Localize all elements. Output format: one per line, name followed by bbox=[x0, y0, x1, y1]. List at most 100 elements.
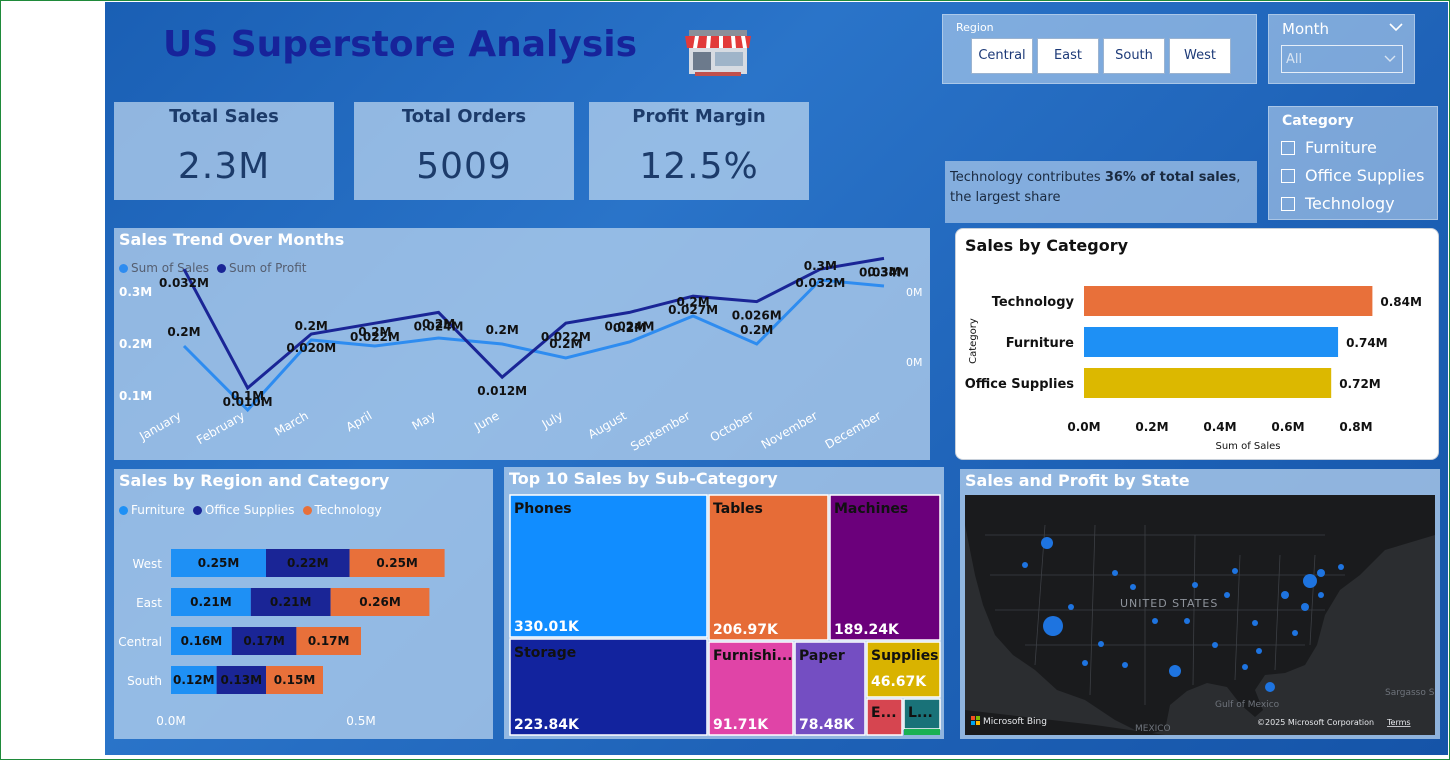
dashboard-canvas: US Superstore Analysis Total Sales 2.3M … bbox=[105, 2, 1448, 755]
legend-item-office-supplies: Office Supplies bbox=[192, 503, 295, 517]
region-segment bbox=[171, 588, 251, 616]
region-segment bbox=[250, 588, 331, 616]
state-bubbles bbox=[1022, 537, 1344, 692]
category-option-office-supplies[interactable]: Office Supplies bbox=[1281, 166, 1424, 185]
category-slicer: Category Furniture Office Supplies Techn… bbox=[1268, 106, 1438, 220]
kpi-card-total-sales: Total Sales 2.3M bbox=[114, 102, 334, 200]
treemap-tile-value: 223.84K bbox=[514, 717, 580, 733]
region-slicer: Region Central East South West bbox=[942, 14, 1257, 84]
month-dropdown[interactable]: All bbox=[1281, 45, 1403, 73]
x-tick-label: November bbox=[759, 408, 820, 451]
map-terms-link[interactable]: Terms bbox=[1386, 718, 1411, 727]
region-label: Central bbox=[118, 635, 162, 649]
profit-data-label: 0.032M bbox=[159, 276, 209, 290]
sales-data-label: 0.3M bbox=[867, 265, 900, 279]
sales-data-label: 0.2M bbox=[295, 319, 328, 333]
sales-data-label: 0.2M bbox=[167, 325, 200, 339]
profit-data-label: 0.012M bbox=[477, 384, 527, 398]
segment-label: 0.26M bbox=[359, 595, 401, 609]
sales-data-label: 0.2M bbox=[613, 321, 646, 335]
chart-title: Sales by Category bbox=[965, 236, 1129, 255]
chart-legend: Sum of Sales Sum of Profit bbox=[119, 261, 306, 275]
x-tick-label: October bbox=[708, 408, 757, 444]
x-tick-label: April bbox=[344, 408, 375, 434]
region-segment bbox=[266, 549, 350, 577]
treemap-tile bbox=[904, 729, 940, 735]
category-label: Office Supplies bbox=[965, 377, 1075, 392]
segment-label: 0.22M bbox=[287, 556, 329, 570]
month-slicer: Month All bbox=[1268, 14, 1415, 84]
chevron-down-icon bbox=[1382, 51, 1398, 67]
us-map[interactable]: UNITED STATES Gulf of Mexico MEXICO Sarg… bbox=[965, 495, 1435, 735]
region-button-central[interactable]: Central bbox=[971, 38, 1033, 74]
checkbox[interactable] bbox=[1281, 140, 1295, 155]
sales-data-label: 0.2M bbox=[740, 323, 773, 337]
profit-data-label: 0.034M bbox=[859, 265, 909, 279]
top10-subcategory-chart: Top 10 Sales by Sub-Category Phones 330.0… bbox=[504, 467, 944, 739]
category-label: Furniture bbox=[1006, 336, 1074, 351]
sales-trend-plot: 0.3M 0.2M 0.1M 0M 0M 0.2M 0.1M 0.2M 0.2M 0.2M 0.2M… bbox=[119, 256, 923, 454]
chevron-down-icon[interactable] bbox=[1387, 18, 1405, 36]
legend-label: Sum of Profit bbox=[229, 261, 307, 275]
insight-text: Technology contributes 36% of total sale… bbox=[950, 168, 1252, 208]
profit-line bbox=[182, 256, 885, 391]
treemap-tile-value: 330.01K bbox=[514, 619, 580, 635]
treemap-tile-name: Tables bbox=[713, 501, 763, 517]
checkbox[interactable] bbox=[1281, 196, 1295, 211]
x-tick-label: December bbox=[823, 408, 884, 451]
segment-label: 0.21M bbox=[270, 595, 312, 609]
treemap-tile-name: Supplies bbox=[871, 648, 939, 664]
region-segment bbox=[349, 549, 445, 577]
legend-label: Sum of Sales bbox=[131, 261, 210, 275]
y2-tick-label: 0M bbox=[906, 286, 923, 299]
treemap-plot: Phones 330.01K Storage 223.84K Tables 206.97K… bbox=[509, 494, 941, 736]
profit-data-label: 0.027M bbox=[668, 303, 718, 317]
region-segment bbox=[171, 549, 266, 577]
region-button-west[interactable]: West bbox=[1169, 38, 1231, 74]
chart-title: Top 10 Sales by Sub-Category bbox=[509, 469, 778, 488]
region-button-south[interactable]: South bbox=[1103, 38, 1165, 74]
treemap-tile-value: 46.67K bbox=[871, 674, 927, 690]
bar-value-label: 0.72M bbox=[1339, 377, 1381, 391]
segment-label: 0.16M bbox=[181, 634, 223, 648]
bing-logo: Microsoft Bing bbox=[971, 716, 1047, 727]
chart-title: Sales and Profit by State bbox=[965, 471, 1190, 490]
profit-data-label: 0.022M bbox=[541, 330, 591, 344]
category-option-label: Technology bbox=[1305, 194, 1395, 213]
treemap-tile-value: 78.48K bbox=[799, 717, 855, 733]
treemap-tile bbox=[866, 698, 903, 736]
region-segment bbox=[216, 666, 266, 694]
category-option-furniture[interactable]: Furniture bbox=[1281, 138, 1377, 157]
treemap-tile-name: E... bbox=[871, 705, 897, 721]
sales-data-label: 0.2M bbox=[549, 337, 582, 351]
legend-label: Office Supplies bbox=[204, 503, 295, 517]
treemap-tile bbox=[794, 641, 866, 736]
treemap-tile bbox=[903, 698, 941, 730]
treemap-tile-name: Phones bbox=[514, 501, 572, 517]
x-tick-label: July bbox=[539, 408, 566, 431]
sales-by-category-plot: Category Technology 0.84M Furniture 0.74M Off… bbox=[965, 286, 1422, 452]
x-tick-label: 0.0M bbox=[1067, 420, 1100, 434]
insight-box: Technology contributes 36% of total sale… bbox=[945, 161, 1257, 223]
segment-label: 0.25M bbox=[198, 556, 240, 570]
treemap-tile-name: Storage bbox=[514, 645, 576, 661]
segment-label: 0.17M bbox=[308, 634, 350, 648]
profit-data-label: 0.020M bbox=[286, 341, 336, 355]
map-copyright: ©2025 Microsoft Corporation bbox=[1257, 718, 1374, 727]
sales-data-label: 0.2M bbox=[486, 323, 519, 337]
legend-label: Technology bbox=[314, 503, 382, 517]
kpi-value: 2.3M bbox=[177, 146, 271, 187]
category-option-label: Office Supplies bbox=[1305, 166, 1425, 185]
insight-suffix: , the largest share bbox=[950, 170, 1241, 205]
chart-title: Sales Trend Over Months bbox=[119, 230, 345, 249]
treemap-tile-value: 189.24K bbox=[834, 622, 900, 638]
x-tick-label: February bbox=[194, 408, 247, 447]
kpi-title: Total Orders bbox=[401, 106, 527, 127]
checkbox[interactable] bbox=[1281, 168, 1295, 183]
region-button-east[interactable]: East bbox=[1037, 38, 1099, 74]
x-tick-label: January bbox=[136, 408, 183, 443]
profit-data-label: 0.024M bbox=[605, 319, 655, 333]
category-option-technology[interactable]: Technology bbox=[1281, 194, 1395, 213]
sales-data-label: 0.2M bbox=[422, 317, 455, 331]
